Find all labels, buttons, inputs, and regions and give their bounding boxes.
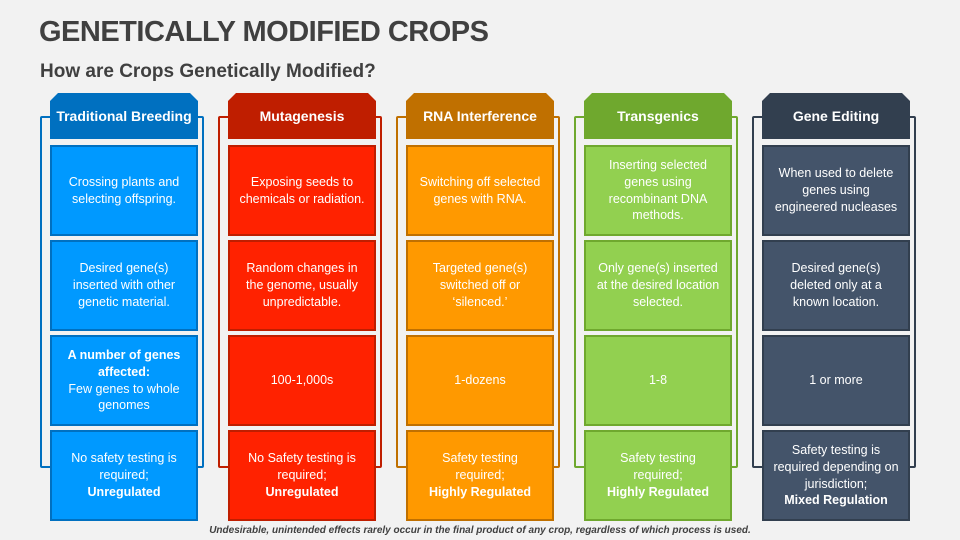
table-cell: No safety testing is required; Unregulate… bbox=[50, 430, 198, 521]
cell-text: 1-8 bbox=[648, 373, 668, 388]
table-cell: Inserting selected genes using recombina… bbox=[584, 145, 732, 236]
cell-bold-text: Highly Regulated bbox=[428, 484, 532, 499]
table-cell: A number of genes affected: Few genes to … bbox=[50, 335, 198, 426]
column-header: Mutagenesis bbox=[228, 93, 376, 139]
cell-text: Crossing plants and selecting offspring. bbox=[68, 174, 180, 206]
cell-text: Exposing seeds to chemicals or radiation… bbox=[239, 174, 365, 206]
page-title: GENETICALLY MODIFIED CROPS bbox=[39, 16, 489, 48]
cell-bold-text: Unregulated bbox=[87, 484, 161, 499]
footer-note: Undesirable, unintended effects rarely o… bbox=[209, 525, 751, 536]
column-header: Transgenics bbox=[584, 93, 732, 139]
cell-text: Desired gene(s) inserted with other gene… bbox=[72, 261, 176, 309]
table-cell: 1 or more bbox=[762, 335, 910, 426]
table-cell: Exposing seeds to chemicals or radiation… bbox=[228, 145, 376, 236]
cell-text: Safety testing required; bbox=[620, 451, 696, 483]
cell-text: Few genes to whole genomes bbox=[68, 381, 180, 413]
cell-bold-heading: A number of genes affected: bbox=[67, 347, 181, 379]
table-cell: Only gene(s) inserted at the desired loc… bbox=[584, 240, 732, 331]
cell-text: Switching off selected genes with RNA. bbox=[419, 174, 541, 206]
cell-text: Random changes in the genome, usually un… bbox=[246, 261, 358, 309]
cell-text: When used to delete genes using engineer… bbox=[774, 166, 898, 214]
column-traditional-breeding: Traditional Breeding Crossing plants and … bbox=[40, 93, 204, 521]
table-cell: Crossing plants and selecting offspring. bbox=[50, 145, 198, 236]
cell-bold-text: Unregulated bbox=[265, 484, 339, 499]
table-cell: 1-8 bbox=[584, 335, 732, 426]
cell-text: Inserting selected genes using recombina… bbox=[608, 157, 708, 223]
table-cell: Desired gene(s) deleted only at a known … bbox=[762, 240, 910, 331]
page-subtitle: How are Crops Genetically Modified? bbox=[40, 61, 376, 82]
table-cell: Desired gene(s) inserted with other gene… bbox=[50, 240, 198, 331]
cell-text: Targeted gene(s) switched off or ‘silenc… bbox=[432, 261, 528, 309]
column-header-label: RNA Interference bbox=[423, 107, 537, 124]
column-rna-interference: RNA Interference Switching off selected g… bbox=[396, 93, 560, 521]
cell-text: 1 or more bbox=[809, 373, 863, 388]
column-transgenics: Transgenics Inserting selected genes usin… bbox=[574, 93, 738, 521]
column-header: Gene Editing bbox=[762, 93, 910, 139]
table-cell: 100-1,000s bbox=[228, 335, 376, 426]
table-cell: When used to delete genes using engineer… bbox=[762, 145, 910, 236]
cell-bold-text: Mixed Regulation bbox=[784, 493, 888, 508]
table-cell: 1-dozens bbox=[406, 335, 554, 426]
cell-text: No safety testing is required; bbox=[71, 451, 177, 483]
column-mutagenesis: Mutagenesis Exposing seeds to chemicals o… bbox=[218, 93, 382, 521]
table-cell: Targeted gene(s) switched off or ‘silenc… bbox=[406, 240, 554, 331]
table-cell: No Safety testing is required; Unregulate… bbox=[228, 430, 376, 521]
table-cell: Safety testing required; Highly Regulated bbox=[406, 430, 554, 521]
column-header-label: Gene Editing bbox=[792, 107, 880, 124]
column-gene-editing: Gene Editing When used to delete genes us… bbox=[752, 93, 916, 521]
column-header-label: Traditional Breeding bbox=[56, 107, 192, 124]
cell-text: Safety testing is required depending on … bbox=[773, 442, 899, 491]
cell-text: Safety testing required; bbox=[442, 451, 518, 483]
column-header: RNA Interference bbox=[406, 93, 554, 139]
column-header: Traditional Breeding bbox=[50, 93, 198, 139]
table-cell: Safety testing required; Highly Regulated bbox=[584, 430, 732, 521]
cell-bold-text: Highly Regulated bbox=[606, 484, 710, 499]
cell-text: 1-dozens bbox=[454, 373, 506, 388]
table-cell: Safety testing is required depending on … bbox=[762, 430, 910, 521]
table-cell: Switching off selected genes with RNA. bbox=[406, 145, 554, 236]
column-header-label: Transgenics bbox=[617, 107, 699, 124]
cell-text: 100-1,000s bbox=[270, 373, 334, 388]
column-header-label: Mutagenesis bbox=[259, 107, 345, 124]
cell-text: No Safety testing is required; bbox=[248, 451, 356, 483]
cell-text: Only gene(s) inserted at the desired loc… bbox=[596, 261, 720, 309]
cell-text: Desired gene(s) deleted only at a known … bbox=[790, 261, 882, 309]
table-cell: Random changes in the genome, usually un… bbox=[228, 240, 376, 331]
